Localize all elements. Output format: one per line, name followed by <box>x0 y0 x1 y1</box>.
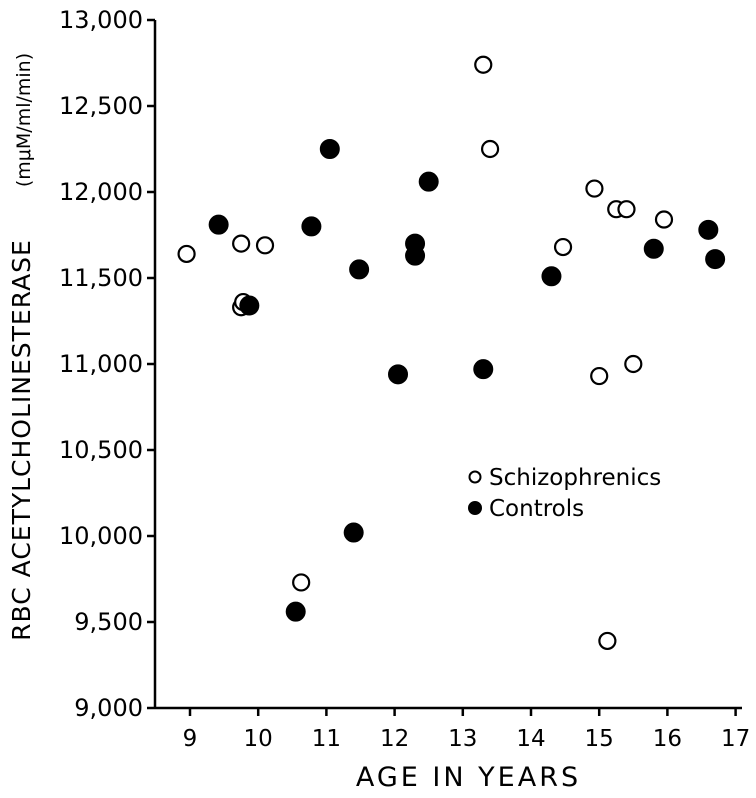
point-schizophrenics <box>480 139 500 159</box>
point-controls <box>319 139 340 159</box>
point-schizophrenics <box>474 55 493 74</box>
point-controls <box>285 601 306 622</box>
y-tick-label: 10,500 <box>59 436 143 464</box>
point-controls <box>698 219 719 240</box>
x-tick-label: 10 <box>244 726 273 752</box>
point-controls <box>239 295 260 316</box>
point-controls <box>705 249 726 270</box>
legend-marker-schizophrenics <box>468 470 482 484</box>
y-tick-label: 10,000 <box>59 522 143 550</box>
point-controls <box>418 171 439 192</box>
legend-label-controls: Controls <box>489 496 584 522</box>
x-tick-label: 15 <box>585 726 614 752</box>
x-tick-label: 11 <box>312 726 341 752</box>
point-schizophrenics <box>624 354 643 374</box>
point-schizophrenics <box>590 366 609 386</box>
point-schizophrenics <box>553 237 573 257</box>
x-tick-label: 17 <box>721 726 750 752</box>
legend-marker-controls <box>468 501 482 515</box>
point-controls <box>349 259 370 280</box>
y-tick-label: 9,500 <box>74 608 143 636</box>
point-schizophrenics <box>598 631 617 651</box>
point-schizophrenics <box>177 244 196 264</box>
point-controls <box>405 245 426 266</box>
y-axis-unit: (mμM/ml/min) <box>13 53 35 187</box>
y-tick-label: 12,500 <box>59 92 143 120</box>
y-axis-title: RBC ACETYLCHOLINESTERASE <box>7 239 36 641</box>
point-controls <box>301 216 322 237</box>
point-controls <box>208 214 229 235</box>
point-schizophrenics <box>232 234 251 253</box>
point-schizophrenics <box>617 200 636 219</box>
x-tick-label: 12 <box>380 726 409 752</box>
point-controls <box>473 359 494 380</box>
y-tick-label: 13,000 <box>59 6 143 34</box>
point-controls <box>643 238 664 259</box>
y-ticks: 9,000 9,500 10,000 10,500 11,000 11,500 12,000… <box>59 6 155 722</box>
y-tick-label: 9,000 <box>74 694 143 722</box>
y-tick-label: 11,000 <box>59 350 143 378</box>
data-points <box>177 55 726 651</box>
point-controls <box>541 266 562 287</box>
point-controls <box>343 522 364 543</box>
x-axis-title: AGE IN YEARS <box>356 762 581 793</box>
legend-label-schizophrenics: Schizophrenics <box>489 465 661 491</box>
y-tick-label: 11,500 <box>59 264 143 292</box>
x-tick-label: 14 <box>516 726 545 752</box>
point-schizophrenics <box>585 179 604 198</box>
point-schizophrenics <box>255 236 275 255</box>
x-ticks: 9 10 11 12 13 14 15 16 17 <box>183 708 750 752</box>
axes <box>153 20 742 710</box>
x-tick-label: 13 <box>448 726 477 752</box>
point-controls <box>388 364 409 385</box>
x-tick-label: 9 <box>183 726 198 752</box>
legend: Schizophrenics Controls <box>468 465 661 522</box>
point-schizophrenics <box>292 573 311 592</box>
point-schizophrenics <box>654 210 674 229</box>
x-tick-label: 16 <box>653 726 682 752</box>
y-tick-label: 12,000 <box>59 178 143 206</box>
